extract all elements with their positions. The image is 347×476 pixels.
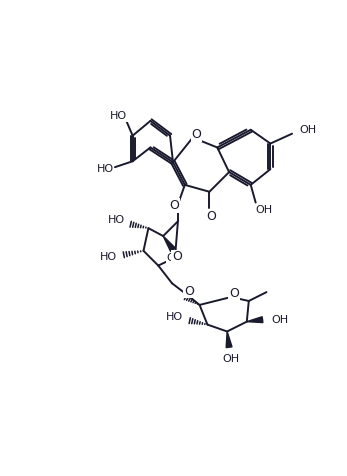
- Text: OH: OH: [299, 125, 316, 135]
- Polygon shape: [226, 331, 232, 347]
- Text: OH: OH: [222, 354, 240, 364]
- Polygon shape: [247, 317, 263, 323]
- Text: HO: HO: [108, 215, 126, 225]
- Text: O: O: [192, 128, 202, 141]
- Text: O: O: [184, 285, 194, 298]
- Text: HO: HO: [110, 111, 127, 121]
- Text: O: O: [169, 199, 179, 212]
- Text: HO: HO: [100, 252, 117, 262]
- Text: OH: OH: [255, 206, 272, 216]
- Text: OH: OH: [167, 253, 184, 263]
- Text: HO: HO: [166, 312, 183, 322]
- Text: O: O: [172, 250, 182, 263]
- Text: O: O: [229, 287, 239, 299]
- Text: O: O: [184, 285, 194, 298]
- Text: O: O: [206, 210, 216, 223]
- Text: O: O: [229, 287, 239, 299]
- Text: O: O: [172, 250, 182, 263]
- Text: O: O: [169, 199, 179, 212]
- Text: OH: OH: [272, 315, 289, 325]
- Text: HO: HO: [96, 164, 114, 174]
- Polygon shape: [163, 236, 176, 251]
